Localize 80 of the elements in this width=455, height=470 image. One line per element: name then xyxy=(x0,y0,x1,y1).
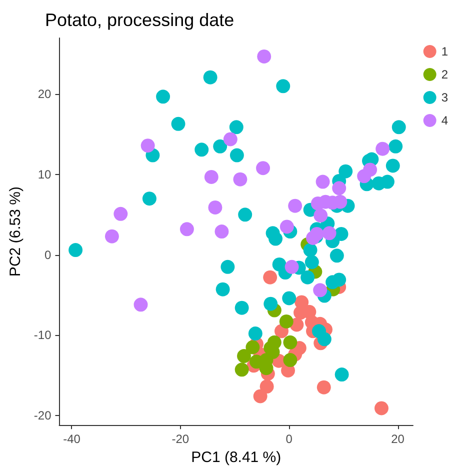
point xyxy=(388,139,403,154)
point xyxy=(268,232,283,246)
point xyxy=(338,164,353,178)
point xyxy=(310,196,325,210)
point xyxy=(392,120,406,134)
point xyxy=(300,270,315,284)
point xyxy=(334,368,349,382)
point xyxy=(357,169,372,184)
point xyxy=(376,142,390,156)
point xyxy=(180,222,194,236)
point xyxy=(257,49,272,64)
point xyxy=(304,255,319,270)
point xyxy=(283,353,298,368)
point xyxy=(280,220,294,234)
y-axis-title: PC2 (6.53 %) xyxy=(7,186,24,277)
point xyxy=(317,332,332,346)
legend-label: 2 xyxy=(441,68,448,82)
point xyxy=(68,243,83,258)
point xyxy=(204,170,218,184)
point xyxy=(314,208,328,222)
point xyxy=(248,326,262,341)
x-tick-label: 0 xyxy=(286,432,293,446)
point xyxy=(142,192,156,206)
point xyxy=(332,272,346,287)
point xyxy=(288,198,302,213)
legend-label: 1 xyxy=(441,44,448,58)
point xyxy=(156,90,170,104)
point xyxy=(256,161,270,176)
point xyxy=(246,340,260,354)
point xyxy=(234,362,249,377)
x-tick-label: 20 xyxy=(391,432,405,446)
point xyxy=(253,389,268,404)
point xyxy=(284,260,299,274)
point xyxy=(238,208,252,222)
point xyxy=(140,138,155,153)
point xyxy=(330,248,344,263)
point xyxy=(134,298,148,312)
point xyxy=(322,226,336,240)
point xyxy=(194,142,209,157)
point xyxy=(282,291,296,306)
point xyxy=(234,300,249,315)
point xyxy=(316,174,330,189)
point xyxy=(260,380,274,394)
y-tick-label: 20 xyxy=(38,87,52,102)
y-tick-label: -20 xyxy=(34,408,52,422)
point xyxy=(386,158,400,173)
point xyxy=(263,270,278,284)
point xyxy=(313,283,328,298)
point xyxy=(374,401,388,416)
point xyxy=(283,335,298,350)
y-tick-label: 10 xyxy=(38,168,52,182)
point xyxy=(114,206,128,221)
point xyxy=(264,296,278,311)
x-tick-label: -40 xyxy=(63,432,81,446)
legend-label: 4 xyxy=(441,114,448,128)
point xyxy=(213,139,228,154)
y-tick-label: -10 xyxy=(34,328,52,342)
point xyxy=(233,172,248,186)
point xyxy=(332,181,346,196)
point xyxy=(203,70,218,84)
point xyxy=(216,282,230,296)
point xyxy=(208,200,222,214)
point xyxy=(220,260,235,274)
point xyxy=(229,120,244,134)
point xyxy=(237,349,251,364)
x-axis-title: PC1 (8.41 %) xyxy=(191,449,282,466)
point xyxy=(279,314,294,328)
point xyxy=(223,132,238,146)
point xyxy=(230,148,244,162)
chart-title: Potato, processing date xyxy=(45,10,234,30)
point xyxy=(316,380,331,394)
point xyxy=(214,224,229,239)
y-tick-label: 0 xyxy=(44,248,52,262)
legend-label: 3 xyxy=(441,90,448,104)
x-tick-label: -20 xyxy=(172,432,190,446)
point xyxy=(171,116,186,131)
point xyxy=(276,79,290,94)
point xyxy=(306,230,320,245)
point xyxy=(104,229,119,244)
point xyxy=(380,174,394,189)
